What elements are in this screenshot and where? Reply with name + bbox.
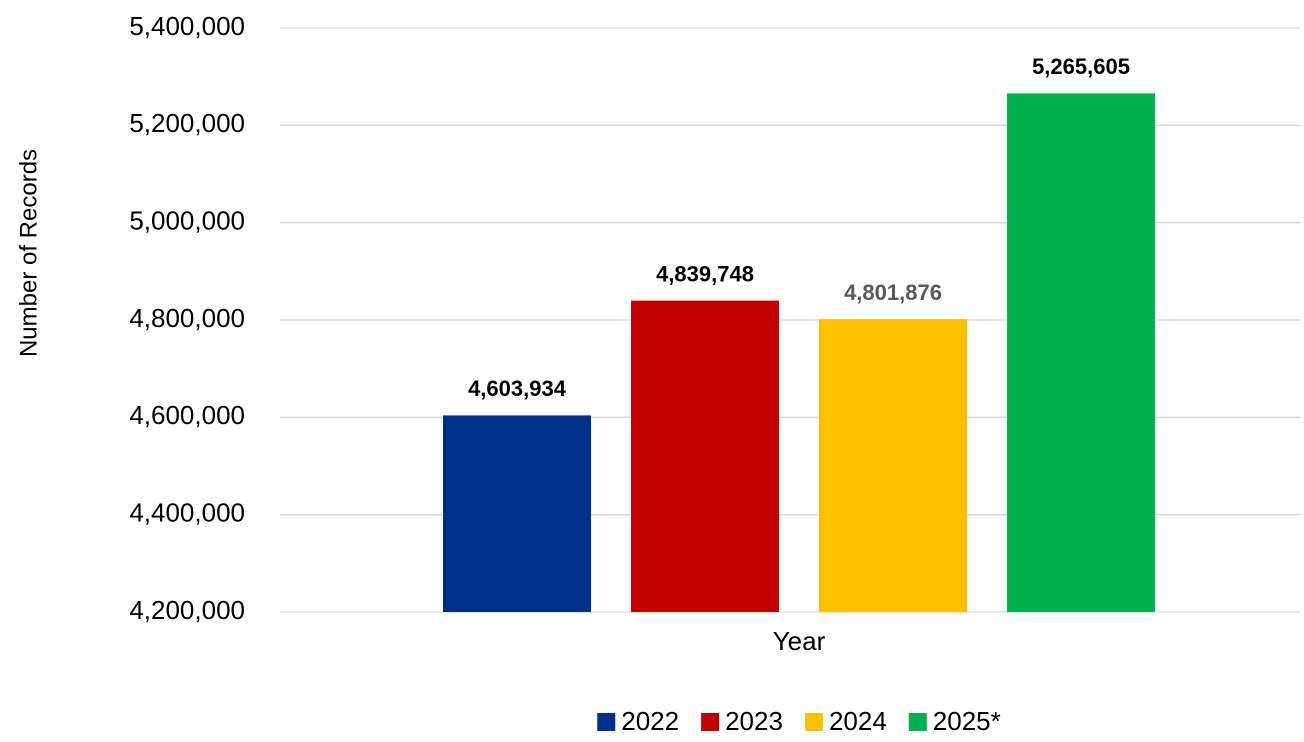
bar — [1007, 93, 1155, 612]
legend-swatch — [701, 713, 720, 731]
y-tick-label: 4,400,000 — [129, 498, 245, 528]
legend-label: 2025* — [933, 706, 1001, 736]
bar — [443, 415, 591, 612]
legend-swatch — [908, 713, 927, 731]
y-tick-label: 4,200,000 — [129, 595, 245, 625]
data-label: 5,265,605 — [1032, 54, 1130, 79]
bar — [819, 319, 967, 612]
y-tick-label: 5,400,000 — [129, 11, 245, 41]
bar — [631, 300, 779, 612]
y-axis-title: Number of Records — [15, 149, 42, 357]
legend-label: 2023 — [725, 706, 783, 736]
y-tick-label: 5,000,000 — [129, 206, 245, 236]
y-tick-label: 4,800,000 — [129, 303, 245, 333]
legend-label: 2024 — [829, 706, 887, 736]
legend-swatch — [597, 713, 616, 731]
data-label: 4,801,876 — [844, 280, 942, 305]
y-tick-label: 5,200,000 — [129, 108, 245, 138]
legend-label: 2022 — [621, 706, 679, 736]
legend-swatch — [804, 713, 823, 731]
data-label: 4,839,748 — [656, 261, 754, 286]
x-axis-title: Year — [773, 626, 826, 656]
y-tick-label: 4,600,000 — [129, 400, 245, 430]
data-label: 4,603,934 — [468, 376, 567, 401]
